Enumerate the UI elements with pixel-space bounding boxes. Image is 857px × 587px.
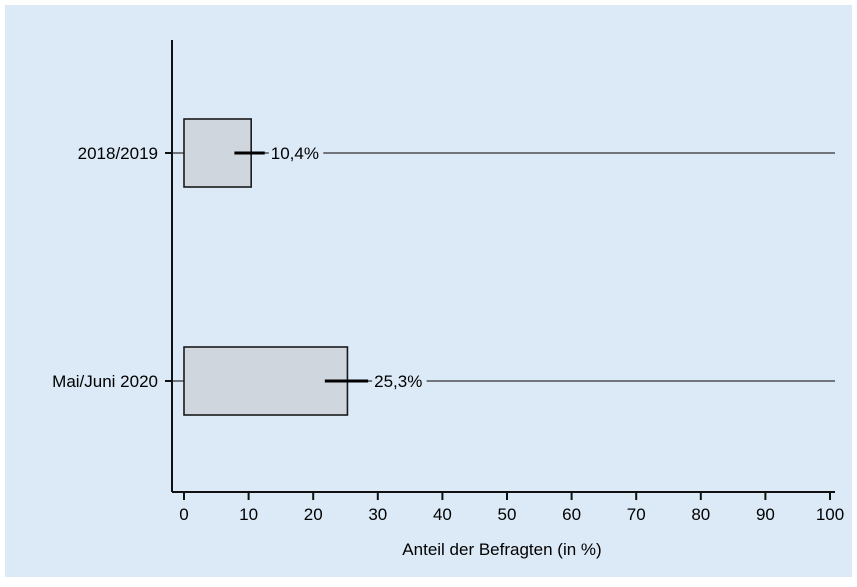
- x-tick-label-4: 40: [433, 505, 452, 524]
- data-label-1: 25,3%: [374, 372, 422, 391]
- x-tick-label-1: 10: [239, 505, 258, 524]
- x-tick-label-10: 100: [816, 505, 844, 524]
- data-labels-group: 10,4% 25,3%: [271, 144, 423, 391]
- x-tick-label-0: 0: [179, 505, 188, 524]
- category-label-0: 2018/2019: [78, 144, 158, 163]
- x-tick-label-3: 30: [368, 505, 387, 524]
- bar-1: [183, 346, 349, 416]
- y-axis-ticks: 2018/2019 Mai/Juni 2020: [52, 144, 172, 391]
- plot-background: [5, 5, 852, 577]
- data-label-0: 10,4%: [271, 144, 319, 163]
- x-axis-title: Anteil der Befragten (in %): [402, 540, 601, 559]
- error-bars-group: [234, 151, 369, 383]
- x-tick-label-9: 90: [756, 505, 775, 524]
- x-tick-label-6: 60: [562, 505, 581, 524]
- bars-group: [183, 118, 349, 416]
- category-label-1: Mai/Juni 2020: [52, 372, 158, 391]
- x-tick-label-7: 70: [627, 505, 646, 524]
- x-tick-label-5: 50: [498, 505, 517, 524]
- x-tick-label-2: 20: [304, 505, 323, 524]
- x-tick-label-8: 80: [691, 505, 710, 524]
- x-axis-ticks: 0 10 20 30 40 50 60 70 80 90 100: [179, 492, 844, 524]
